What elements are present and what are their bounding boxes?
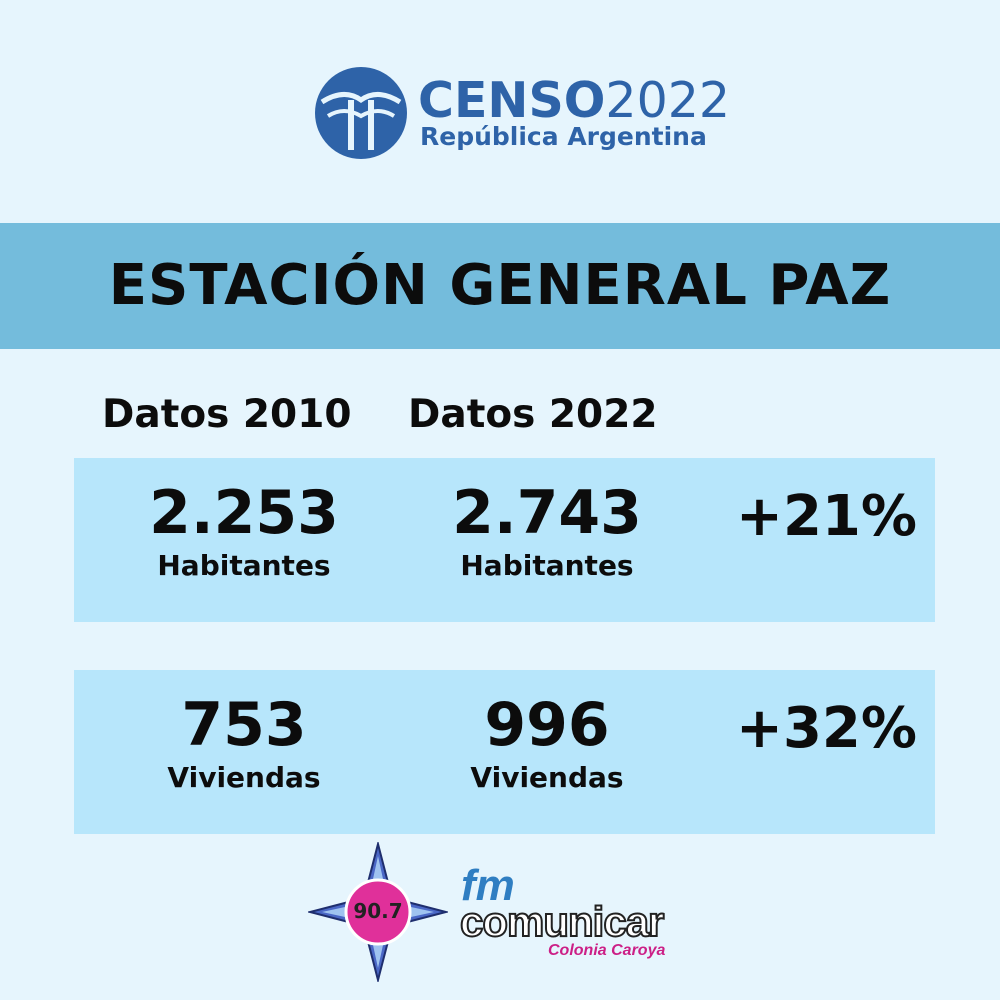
label-2022: Viviendas <box>470 761 624 794</box>
title-banner: ESTACIÓN GENERAL PAZ <box>0 223 1000 349</box>
row-habitantes: 2.253 Habitantes 2.743 Habitantes +21% <box>74 458 935 622</box>
logo-subtitle: República Argentina <box>420 122 707 151</box>
value-2010: 753 <box>181 690 307 760</box>
label-2010: Viviendas <box>167 761 321 794</box>
cell-2022: 2.743 Habitantes <box>407 458 687 584</box>
page-title: ESTACIÓN GENERAL PAZ <box>108 253 892 318</box>
value-2022: 2.743 <box>452 478 642 548</box>
radio-place: Colonia Caroya <box>548 942 666 959</box>
column-header-2022: Datos 2022 <box>408 392 658 437</box>
radio-logo: 90.7 fm comunicar Colonia Caroya <box>308 842 688 982</box>
value-2022: 996 <box>484 690 610 760</box>
cell-2010: 2.253 Habitantes <box>104 458 384 584</box>
compass-star-icon <box>308 842 448 982</box>
row-viviendas: 753 Viviendas 996 Viviendas +32% <box>74 670 935 834</box>
change-percent: +32% <box>736 696 917 761</box>
label-2010: Habitantes <box>157 549 331 582</box>
column-header-2010: Datos 2010 <box>102 392 352 437</box>
label-2022: Habitantes <box>460 549 634 582</box>
radio-brand: comunicar <box>459 898 665 945</box>
radio-fm: fm <box>461 861 515 910</box>
cell-2010: 753 Viviendas <box>104 670 384 796</box>
logo-year: 2022 <box>605 72 731 129</box>
logo-word: CENSO <box>418 72 606 129</box>
value-2010: 2.253 <box>149 478 339 548</box>
cell-2022: 996 Viviendas <box>407 670 687 796</box>
logo-title: CENSO2022 <box>418 66 730 136</box>
censo-emblem-icon <box>315 67 407 159</box>
radio-frequency: 90.7 <box>353 899 403 923</box>
change-percent: +21% <box>736 484 917 549</box>
censo-logo: CENSO2022 República Argentina <box>314 66 734 162</box>
